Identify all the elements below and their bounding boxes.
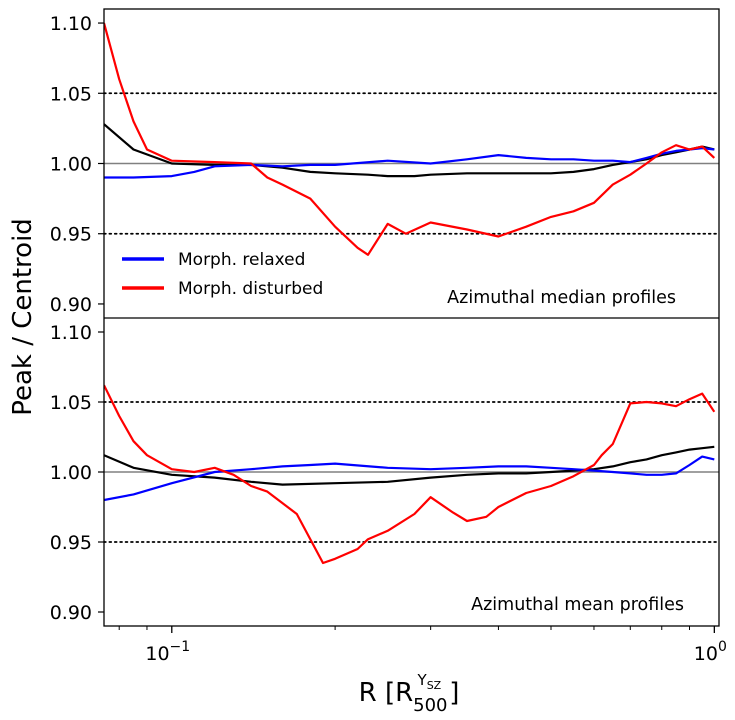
x-axis-label-sup: Y — [417, 671, 428, 689]
x-axis-label: R [R500 YSZ] — [359, 671, 460, 716]
bottom-y-ticks: 0.90 0.95 1.00 1.05 1.10 — [50, 322, 104, 624]
y-axis-label: Peak / Centroid — [8, 218, 38, 416]
bottom-panel: 0.90 0.95 1.00 1.05 1.10 Azimuthal mean prof… — [50, 322, 720, 624]
bottom-y-tick-label: 1.05 — [50, 392, 92, 414]
x-axis-label-prefix: R [R — [359, 678, 414, 708]
bottom-y-tick-label: 1.00 — [50, 462, 92, 484]
top-y-tick-label: 0.90 — [50, 294, 92, 316]
x-tick-base: 10 — [145, 643, 169, 665]
top-y-tick-label: 1.05 — [50, 83, 92, 105]
x-tick-exponent: 0 — [718, 639, 727, 655]
top-y-tick-label: 1.00 — [50, 154, 92, 176]
legend-label-disturbed: Morph. disturbed — [178, 279, 323, 299]
bottom-y-tick-label: 1.10 — [50, 322, 92, 344]
top-y-ticks: 0.90 0.95 1.00 1.05 1.10 — [50, 13, 104, 316]
x-ticks: 10−1 100 — [118, 626, 727, 665]
top-y-tick-label: 1.10 — [50, 13, 92, 35]
legend-label-relaxed: Morph. relaxed — [178, 250, 305, 270]
top-series-morph-disturbed — [104, 22, 716, 256]
bottom-y-tick-label: 0.90 — [50, 602, 92, 624]
top-panel: 0.90 0.95 1.00 1.05 1.10 Azimuthal median pr… — [50, 13, 720, 316]
bottom-series-all — [104, 445, 715, 486]
bottom-series — [104, 384, 716, 565]
x-tick-exponent: −1 — [170, 639, 191, 655]
top-panel-annotation: Azimuthal median profiles — [447, 288, 676, 308]
bottom-series-morph-disturbed — [104, 384, 716, 565]
legend: Morph. relaxed Morph. disturbed — [122, 250, 323, 299]
bottom-series-morph-relaxed — [104, 455, 715, 502]
x-tick-label: 100 — [694, 639, 727, 665]
top-y-tick-label: 0.95 — [50, 224, 92, 246]
x-axis-label-supsub: SZ — [427, 679, 442, 692]
top-series — [104, 22, 716, 256]
x-axis-label-suffix: ] — [449, 678, 459, 708]
x-axis-label-sub: 500 — [413, 695, 447, 716]
x-tick-label: 10−1 — [145, 639, 190, 665]
top-series-all — [104, 123, 715, 178]
top-series-morph-relaxed — [104, 147, 715, 179]
x-tick-base: 10 — [694, 643, 718, 665]
bottom-y-tick-label: 0.95 — [50, 532, 92, 554]
bottom-panel-annotation: Azimuthal mean profiles — [471, 595, 684, 615]
